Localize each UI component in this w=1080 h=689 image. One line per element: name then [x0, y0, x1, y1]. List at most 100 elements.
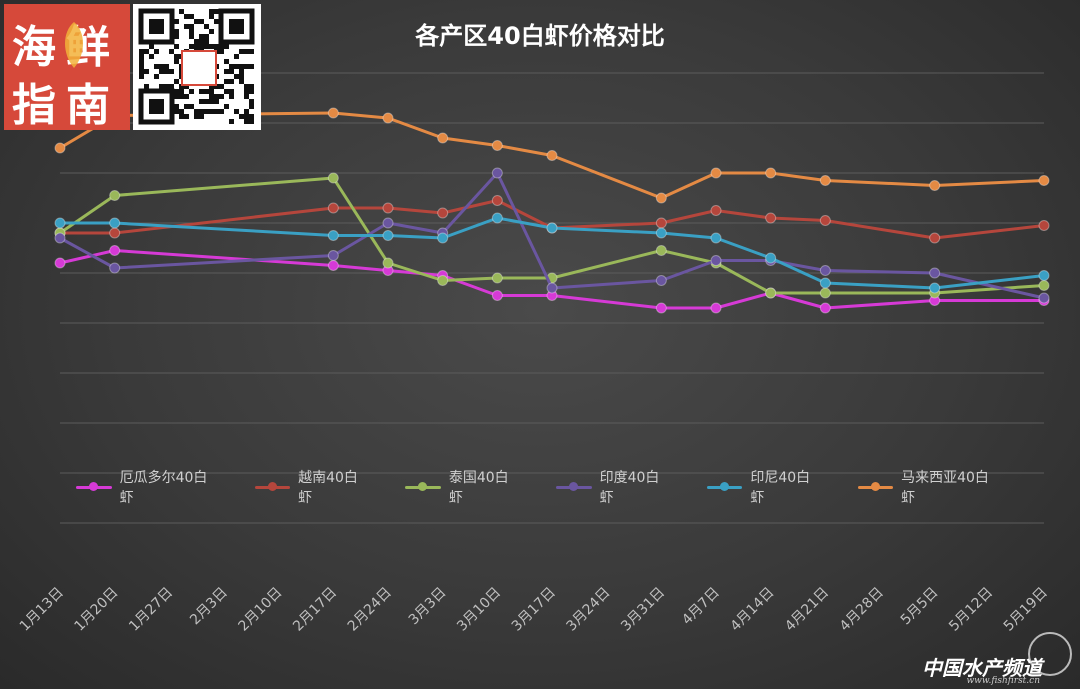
qr-center-logo	[181, 50, 217, 86]
data-point	[929, 180, 941, 191]
series-1	[54, 195, 1050, 244]
legend-label: 越南40白虾	[298, 470, 358, 506]
data-point	[765, 212, 777, 224]
legend-item: 马来西亚40白虾	[854, 470, 1003, 506]
data-point	[109, 190, 121, 201]
legend-label: 马来西亚40白虾	[901, 470, 989, 506]
legend-swatch	[401, 480, 445, 494]
data-point	[546, 150, 558, 161]
data-point	[109, 245, 121, 256]
data-point	[765, 252, 777, 264]
data-point	[327, 230, 339, 241]
x-tick-label: 4月14日	[727, 585, 777, 635]
legend-label: 厄瓜多尔40白虾	[119, 470, 208, 506]
x-tick-label: 3月31日	[618, 585, 668, 635]
data-point	[382, 112, 394, 124]
data-point	[1038, 175, 1050, 186]
legend-item: 越南40白虾	[251, 470, 372, 506]
data-point	[765, 167, 777, 179]
x-tick-label: 3月24日	[563, 585, 613, 635]
data-point	[710, 302, 722, 314]
legend-swatch	[703, 480, 747, 494]
x-tick-label: 3月3日	[406, 585, 450, 629]
legend-swatch	[72, 480, 116, 494]
data-point	[54, 232, 66, 244]
legend-swatch	[251, 480, 295, 494]
data-point	[54, 217, 66, 229]
series-3	[54, 167, 1050, 304]
x-tick-label: 4月7日	[679, 585, 723, 629]
data-point	[710, 167, 722, 179]
svg-text:海: 海	[12, 22, 56, 73]
data-point	[382, 217, 394, 229]
x-tick-label: 1月13日	[17, 585, 67, 635]
data-point	[819, 302, 831, 314]
data-point	[819, 175, 831, 186]
data-point	[491, 195, 503, 206]
data-point	[327, 107, 339, 119]
x-tick-label: 5月19日	[1001, 585, 1051, 635]
legend-item: 印尼40白虾	[703, 470, 824, 506]
data-point	[109, 217, 121, 229]
svg-text:南: 南	[66, 80, 110, 130]
data-point	[491, 272, 503, 284]
x-tick-label: 3月17日	[509, 585, 559, 635]
x-tick-label: 2月3日	[187, 585, 231, 629]
data-point	[382, 257, 394, 269]
watermark-text: 中国水产频道	[922, 656, 1042, 680]
svg-text:指: 指	[12, 80, 56, 130]
data-point	[655, 192, 667, 204]
data-point	[819, 287, 831, 299]
chart-title: 各产区40白虾价格对比	[415, 22, 665, 50]
data-point	[546, 282, 558, 294]
data-point	[1038, 292, 1050, 304]
globe-icon	[1028, 632, 1072, 676]
data-point	[437, 275, 449, 286]
x-tick-label: 4月21日	[782, 585, 832, 635]
data-point	[327, 260, 339, 271]
series-lines	[54, 107, 1050, 314]
legend-label: 印度40白虾	[599, 470, 660, 506]
x-tick-label: 1月20日	[71, 585, 121, 635]
data-point	[710, 205, 722, 216]
legend-label: 泰国40白虾	[448, 470, 509, 506]
data-point	[655, 217, 667, 229]
data-point	[655, 227, 667, 239]
data-point	[655, 302, 667, 314]
watermark-url: www.fishfirst.cn	[966, 676, 1040, 686]
x-tick-label: 2月24日	[345, 585, 395, 635]
qr-code	[133, 4, 261, 130]
data-point	[819, 265, 831, 276]
data-point	[382, 202, 394, 214]
data-point	[819, 277, 831, 289]
data-point	[491, 212, 503, 224]
data-point	[491, 167, 503, 179]
data-point	[54, 142, 66, 154]
legend-item: 印度40白虾	[552, 470, 673, 506]
fish-logo-icon: 海 鲜 指 南	[12, 22, 110, 131]
x-tick-label: 3月10日	[454, 585, 504, 635]
data-point	[1038, 270, 1050, 281]
data-point	[327, 202, 339, 214]
x-tick-label: 2月17日	[290, 585, 340, 635]
legend-swatch	[552, 480, 596, 494]
data-point	[1038, 220, 1050, 231]
chart-legend: 厄瓜多尔40白虾 越南40白虾 泰国40白虾 印度40白虾 印尼40白虾 马来西亚40白虾	[72, 470, 1032, 506]
data-point	[655, 275, 667, 286]
data-point	[437, 207, 449, 219]
data-point	[929, 282, 941, 294]
legend-item: 厄瓜多尔40白虾	[72, 470, 221, 506]
data-point	[491, 290, 503, 301]
data-point	[437, 132, 449, 144]
data-point	[765, 287, 777, 299]
data-point	[710, 255, 722, 266]
legend-item: 泰国40白虾	[401, 470, 522, 506]
data-point	[109, 262, 121, 274]
legend-label: 印尼40白虾	[750, 470, 811, 506]
x-tick-label: 2月10日	[235, 585, 285, 635]
data-point	[819, 215, 831, 226]
data-point	[929, 232, 941, 244]
data-point	[437, 232, 449, 244]
data-point	[929, 267, 941, 279]
